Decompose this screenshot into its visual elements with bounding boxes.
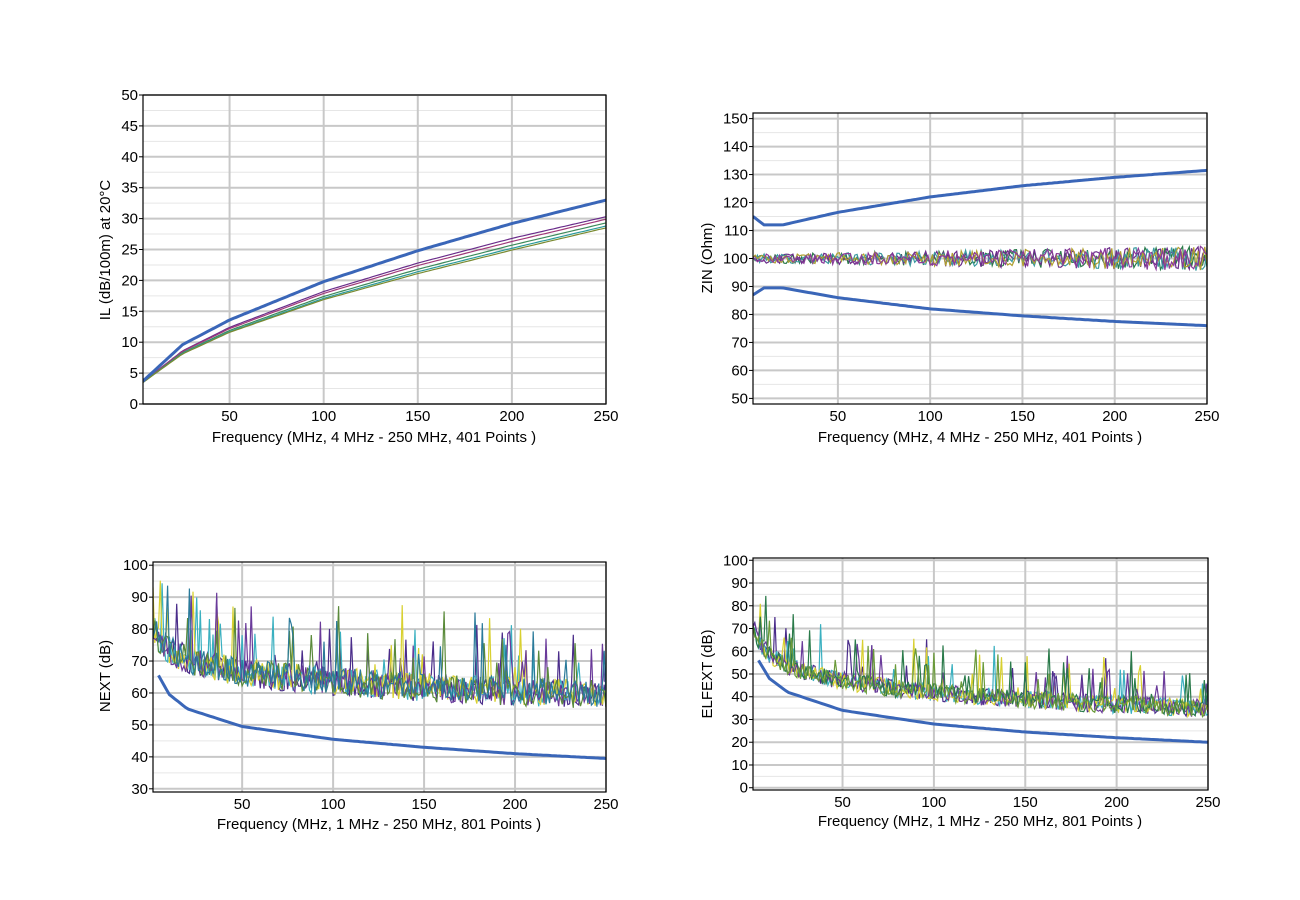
next-x-axis-label: Frequency (MHz, 1 MHz - 250 MHz, 801 Poi… [217, 816, 541, 833]
y-tick-label: 100 [723, 552, 748, 569]
x-tick-label: 200 [499, 408, 524, 425]
zin-x-axis-label: Frequency (MHz, 4 MHz - 250 MHz, 401 Poi… [818, 429, 1142, 446]
x-tick-label: 250 [1194, 408, 1219, 425]
il-measured-line [143, 216, 606, 383]
y-tick-label: 40 [121, 149, 138, 166]
next-plot-frame [152, 561, 607, 793]
y-tick-label: 140 [723, 139, 748, 156]
y-tick-label: 30 [121, 211, 138, 228]
il-measured-line [143, 227, 606, 383]
y-tick-label: 60 [731, 362, 748, 379]
y-tick-label: 120 [723, 195, 748, 212]
y-tick-label: 20 [731, 734, 748, 751]
elfext-measured-trace [753, 595, 1208, 717]
x-tick-label: 50 [221, 408, 238, 425]
x-tick-label: 250 [593, 796, 618, 813]
x-tick-label: 200 [1102, 408, 1127, 425]
next-measured-trace [153, 585, 606, 707]
y-tick-label: 70 [131, 653, 148, 670]
x-tick-label: 50 [834, 794, 851, 811]
y-tick-label: 35 [121, 180, 138, 197]
y-tick-label: 80 [731, 598, 748, 615]
y-tick-label: 60 [131, 685, 148, 702]
il-x-axis-label: Frequency (MHz, 4 MHz - 250 MHz, 401 Poi… [212, 429, 536, 446]
y-tick-label: 10 [731, 757, 748, 774]
il-measured-line [143, 218, 606, 383]
y-tick-label: 20 [121, 272, 138, 289]
zin-limit-line [753, 286, 1207, 328]
y-tick-label: 70 [731, 621, 748, 638]
y-tick-label: 45 [121, 118, 138, 135]
y-tick-label: 80 [131, 621, 148, 638]
x-tick-label: 100 [311, 408, 336, 425]
zin-y-axis-label: ZIN (Ohm) [699, 223, 716, 294]
y-tick-label: 150 [723, 111, 748, 128]
y-tick-label: 100 [123, 557, 148, 574]
y-tick-label: 90 [731, 575, 748, 592]
chart-elfext: 0 10 20 30 40 50 60 70 80 90 100 50 100 150 200 250 Fre… [699, 552, 1221, 830]
x-tick-label: 150 [1013, 794, 1038, 811]
y-tick-label: 50 [131, 717, 148, 734]
x-tick-label: 150 [1010, 408, 1035, 425]
x-tick-label: 200 [503, 796, 528, 813]
zin-limit-line [753, 168, 1207, 227]
x-tick-label: 250 [1195, 794, 1220, 811]
chart-zin: 50 60 70 80 90 100 110 120 130 140 150 50 100 150 200 2… [699, 111, 1220, 446]
y-tick-label: 100 [723, 251, 748, 268]
elfext-y-axis-label: ELFEXT (dB) [699, 630, 716, 719]
x-tick-label: 150 [412, 796, 437, 813]
il-measured-line [143, 222, 606, 383]
y-tick-label: 110 [724, 223, 748, 240]
y-tick-label: 30 [731, 711, 748, 728]
next-limit-line [157, 674, 606, 760]
elfext-measured-trace [753, 620, 1208, 719]
x-tick-label: 50 [830, 408, 847, 425]
y-tick-label: 10 [121, 334, 138, 351]
y-tick-label: 50 [121, 87, 138, 104]
y-tick-label: 90 [131, 589, 148, 606]
x-tick-label: 250 [593, 408, 618, 425]
x-tick-label: 100 [918, 408, 943, 425]
y-tick-label: 15 [121, 303, 138, 320]
elfext-x-axis-label: Frequency (MHz, 1 MHz - 250 MHz, 801 Poi… [818, 813, 1142, 830]
il-y-axis-label: IL (dB/100m) at 20°C [97, 180, 114, 321]
elfext-limit-line [757, 659, 1208, 744]
chart-il: 0 5 10 15 20 25 30 35 40 45 50 50 100 150 200 250 Frequ… [97, 87, 619, 446]
y-tick-label: 60 [731, 643, 748, 660]
y-tick-label: 5 [130, 365, 138, 382]
x-tick-label: 150 [405, 408, 430, 425]
next-y-axis-label: NEXT (dB) [97, 640, 114, 712]
chart-next: 30 40 50 60 70 80 90 100 50 100 150 200 250 Frequenc… [97, 557, 619, 833]
y-tick-label: 0 [740, 780, 748, 797]
y-tick-label: 40 [131, 749, 148, 766]
x-tick-label: 100 [921, 794, 946, 811]
y-tick-label: 25 [121, 242, 138, 259]
y-tick-label: 90 [731, 278, 748, 295]
y-tick-label: 50 [731, 390, 748, 407]
x-tick-label: 50 [234, 796, 251, 813]
y-tick-label: 130 [723, 167, 748, 184]
y-tick-label: 0 [130, 396, 138, 413]
y-tick-label: 50 [731, 666, 748, 683]
x-tick-label: 200 [1104, 794, 1129, 811]
y-tick-label: 70 [731, 334, 748, 351]
y-tick-label: 80 [731, 306, 748, 323]
x-tick-label: 100 [321, 796, 346, 813]
il-limit-line [143, 198, 606, 383]
zin-measured-trace [753, 245, 1207, 272]
y-tick-label: 40 [731, 689, 748, 706]
y-tick-label: 30 [131, 781, 148, 798]
